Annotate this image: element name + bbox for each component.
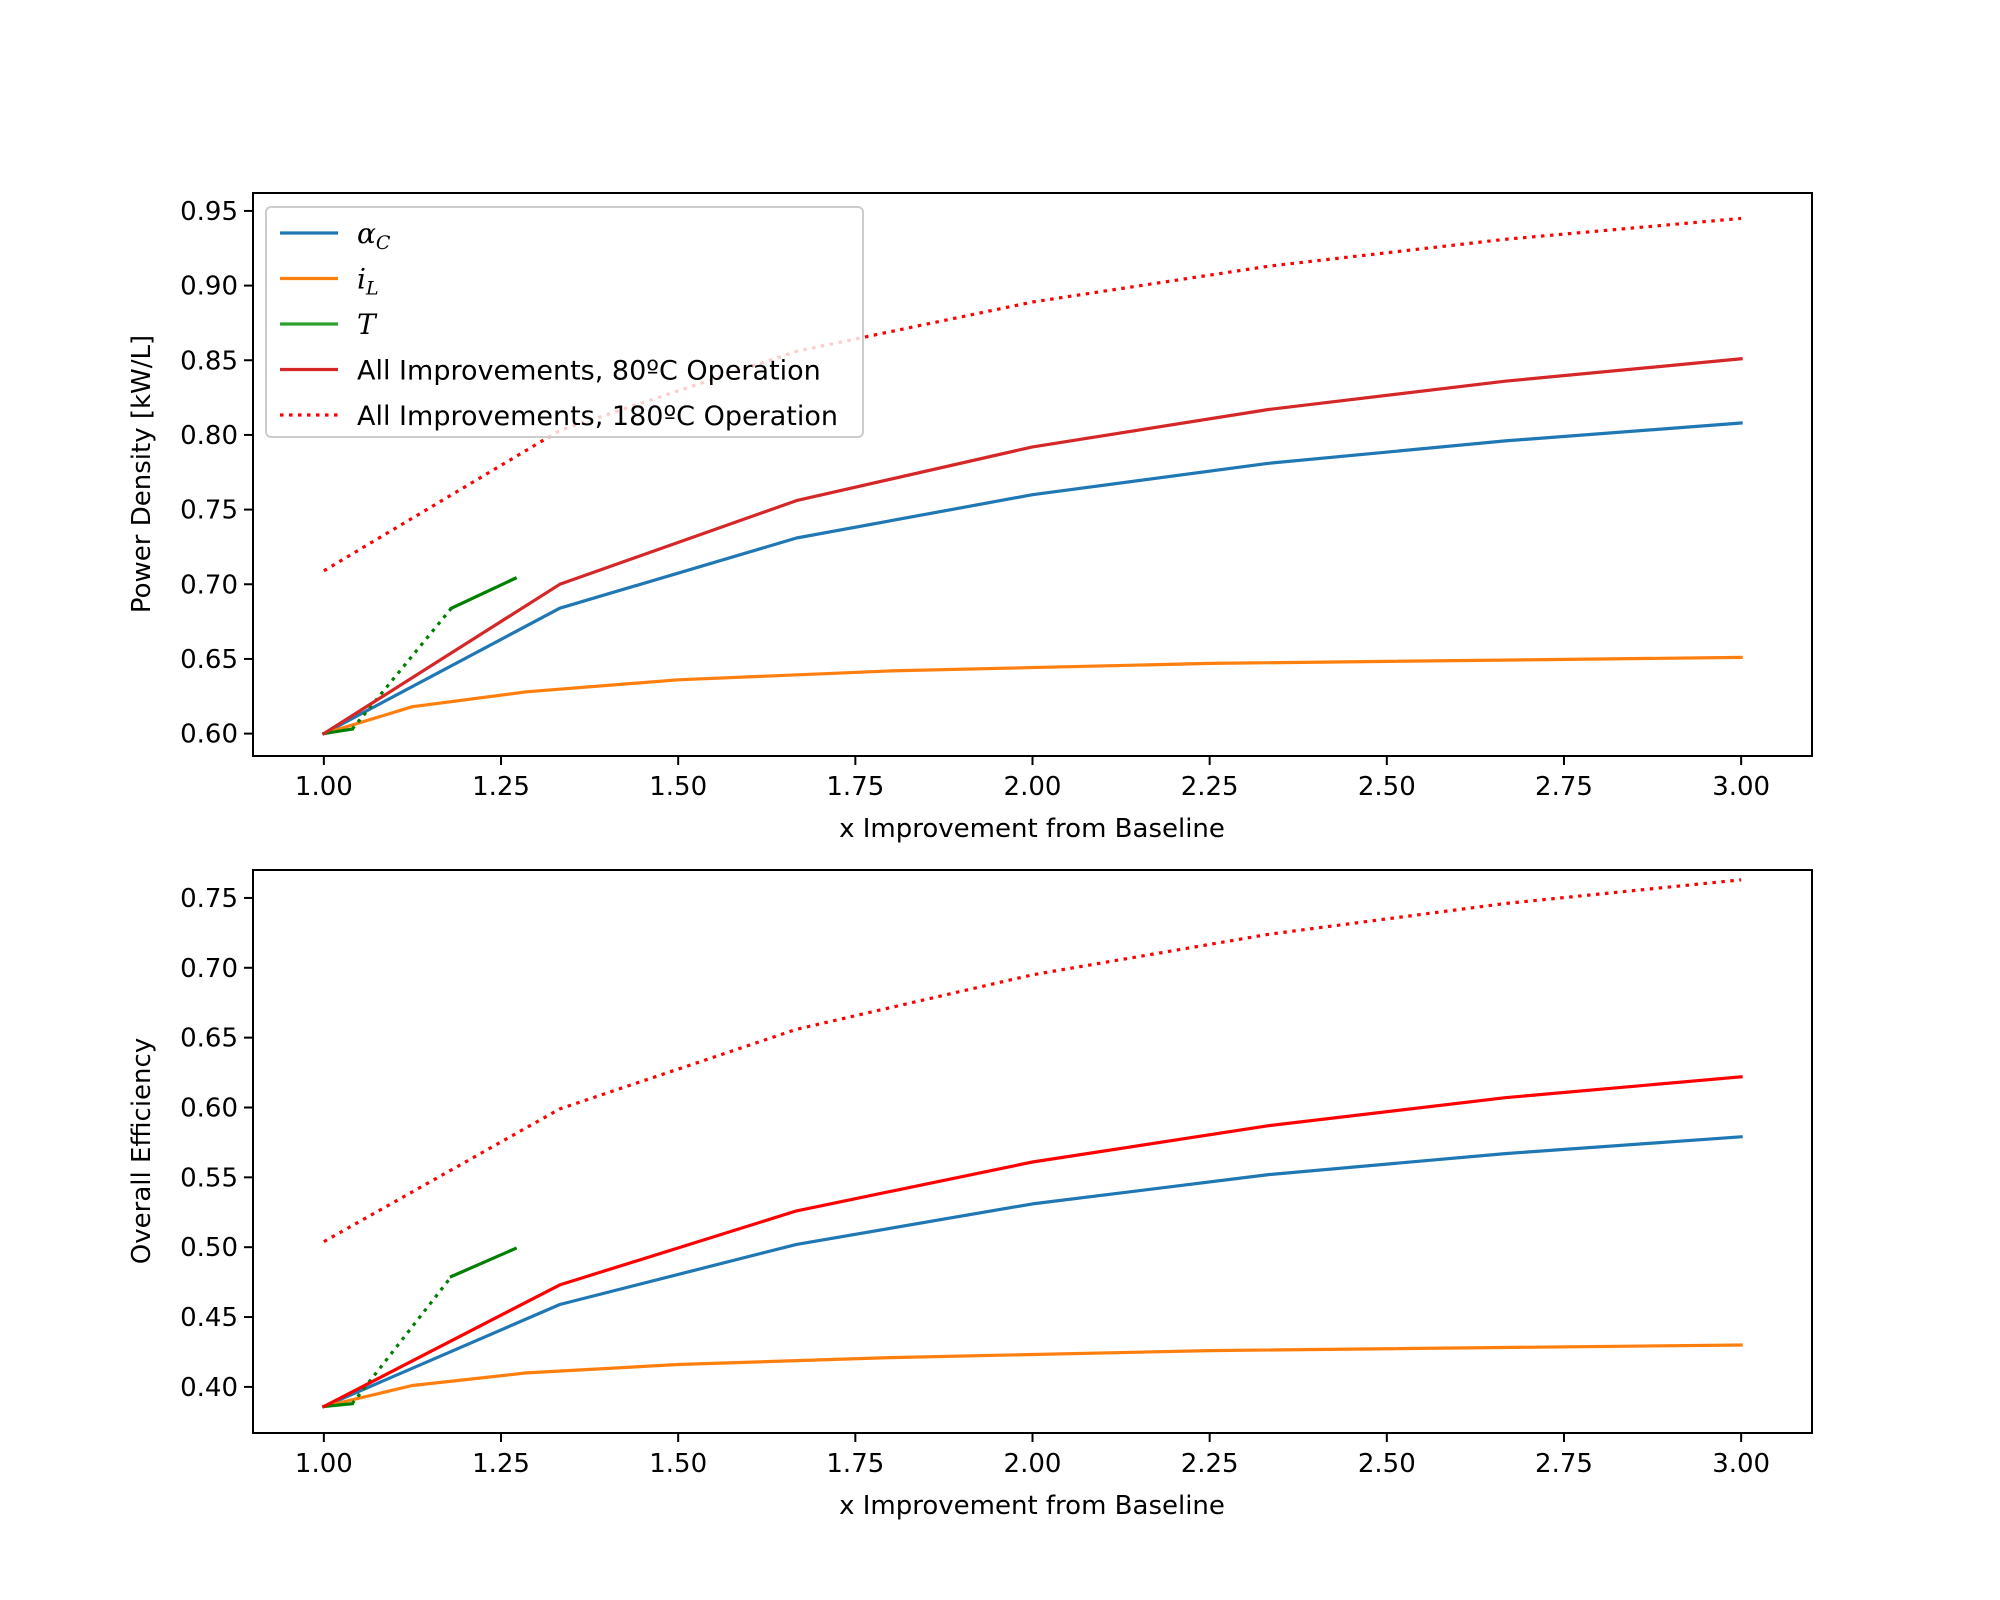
power-density-x-tick-label: 1.75: [826, 772, 884, 802]
power-density-series-line-0: [321, 421, 1743, 736]
power-density-series-line-4: [449, 576, 518, 611]
overall-efficiency-x-tick-label: 3.00: [1712, 1449, 1770, 1479]
power-density-series-line-2: [322, 727, 355, 736]
power-density-series-line-5: [321, 357, 1743, 736]
overall-efficiency-series-line-5: [321, 1075, 1743, 1409]
overall-efficiency-x-tick-label: 1.75: [826, 1449, 884, 1479]
overall-efficiency-x-tick-label: 2.75: [1535, 1449, 1593, 1479]
legend-label-4: All Improvements, 180ºC Operation: [357, 401, 838, 432]
overall-efficiency-y-tick-label: 0.45: [180, 1303, 238, 1333]
power-density-x-tick-label: 2.25: [1181, 772, 1239, 802]
power-density-x-tick-label: 2.75: [1535, 772, 1593, 802]
overall-efficiency-series-line-2: [322, 1401, 354, 1409]
power-density-ticks: 1.00 1.25 1.50 1.75 2.00 2.25 2.50 2.75 3.00 0.60…: [180, 197, 1770, 802]
overall-efficiency-y-tick-label: 0.70: [180, 954, 238, 984]
overall-efficiency-x-tick-label: 1.25: [472, 1449, 530, 1479]
power-density-x-axis-label: x Improvement from Baseline: [839, 814, 1225, 844]
overall-efficiency-y-tick-label: 0.65: [180, 1024, 238, 1054]
overall-efficiency-series: [321, 878, 1743, 1409]
overall-efficiency-series-line-6: [323, 878, 1742, 1243]
overall-efficiency-x-tick-label: 2.25: [1181, 1449, 1239, 1479]
overall-efficiency-y-axis-label: Overall Efficiency: [127, 1038, 157, 1264]
legend: αC iL T All Improvements, 80ºC Operation All…: [265, 206, 864, 438]
power-density-series: [321, 216, 1743, 736]
power-density-plot: 1.00 1.25 1.50 1.75 2.00 2.25 2.50 2.75 3.00 0.60…: [127, 192, 1813, 844]
overall-efficiency-y-tick-label: 0.55: [180, 1163, 238, 1193]
legend-box: [265, 206, 864, 438]
overall-efficiency-y-tick-label: 0.40: [180, 1373, 238, 1403]
legend-label-2: T: [357, 308, 378, 341]
power-density-y-tick-label: 0.65: [180, 645, 238, 675]
power-density-x-tick-label: 1.25: [472, 772, 530, 802]
power-density-y-axis-label: Power Density [kW/L]: [127, 335, 157, 613]
power-density-y-tick-label: 0.60: [180, 720, 238, 750]
overall-efficiency-x-tick-label: 1.00: [295, 1449, 353, 1479]
power-density-y-tick-label: 0.75: [180, 496, 238, 526]
power-density-y-tick-label: 0.95: [180, 197, 238, 227]
overall-efficiency-x-axis-label: x Improvement from Baseline: [839, 1491, 1225, 1521]
power-density-x-tick-label: 2.50: [1358, 772, 1416, 802]
legend-entries: αC iL T All Improvements, 80ºC Operation All…: [280, 217, 838, 432]
overall-efficiency-series-line-4: [449, 1246, 518, 1279]
power-density-y-tick-label: 0.80: [180, 421, 238, 451]
power-density-x-tick-label: 1.00: [295, 772, 353, 802]
power-density-series-line-1: [321, 655, 1743, 736]
overall-efficiency-x-tick-label: 2.50: [1358, 1449, 1416, 1479]
legend-label-1: iL: [357, 263, 379, 300]
overall-efficiency-y-tick-label: 0.60: [180, 1093, 238, 1123]
power-density-x-tick-label: 1.50: [649, 772, 707, 802]
legend-label-0: αC: [357, 217, 391, 254]
power-density-y-tick-label: 0.70: [180, 570, 238, 600]
power-density-x-tick-label: 3.00: [1712, 772, 1770, 802]
overall-efficiency-series-line-1: [321, 1343, 1743, 1409]
power-density-series-line-6: [323, 216, 1742, 573]
overall-efficiency-series-line-0: [321, 1135, 1743, 1409]
overall-efficiency-y-tick-label: 0.75: [180, 884, 238, 914]
overall-efficiency-y-tick-label: 0.50: [180, 1233, 238, 1263]
overall-efficiency-plot: 1.00 1.25 1.50 1.75 2.00 2.25 2.50 2.75 3.00 0.40…: [127, 869, 1813, 1521]
overall-efficiency-x-tick-label: 1.50: [649, 1449, 707, 1479]
power-density-y-tick-label: 0.85: [180, 346, 238, 376]
legend-label-3: All Improvements, 80ºC Operation: [357, 356, 821, 387]
overall-efficiency-ticks: 1.00 1.25 1.50 1.75 2.00 2.25 2.50 2.75 3.00 0.40…: [180, 884, 1770, 1479]
overall-efficiency-x-tick-label: 2.00: [1004, 1449, 1062, 1479]
power-density-y-tick-label: 0.90: [180, 272, 238, 302]
power-density-x-tick-label: 2.00: [1004, 772, 1062, 802]
